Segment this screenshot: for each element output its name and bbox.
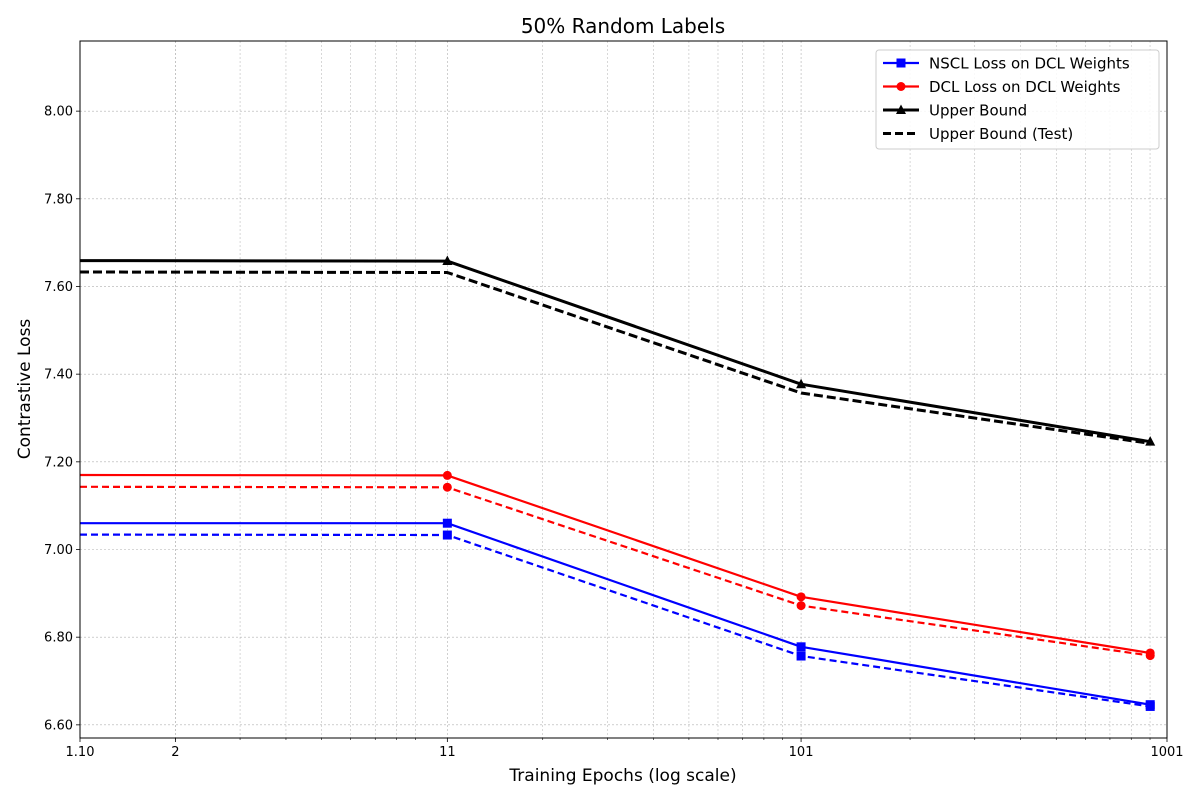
legend: NSCL Loss on DCL Weights DCL Loss on DCL …: [875, 49, 1160, 150]
x-tick-label: 1.10: [66, 745, 95, 760]
y-tick-label: 7.80: [44, 192, 73, 207]
legend-label: Upper Bound: [929, 102, 1027, 120]
series-5: [79, 270, 1151, 445]
x-axis-label: Training Epochs (log scale): [508, 766, 736, 786]
series-layer: [79, 255, 1156, 711]
data-point: [796, 651, 806, 661]
series-line: [79, 270, 1151, 445]
data-point: [1145, 651, 1155, 661]
series-1: [79, 530, 1155, 711]
series-3: [79, 482, 1155, 661]
axis-ticks: 1.10 2 11 101 1001 6.60 6.80 7.00 7.20 7.40 7.60 7.…: [44, 105, 1184, 760]
plot-frame: [79, 40, 1168, 739]
x-tick-label: 11: [439, 745, 456, 760]
data-point: [796, 601, 806, 611]
y-tick-label: 8.00: [44, 105, 73, 120]
series-2: [79, 470, 1155, 658]
data-point: [796, 378, 807, 389]
chart-title: 50% Random Labels: [521, 14, 725, 38]
data-point: [1145, 701, 1155, 711]
series-line: [79, 533, 1151, 708]
y-tick-label: 7.00: [44, 543, 73, 558]
data-point: [442, 255, 453, 266]
legend-label: DCL Loss on DCL Weights: [929, 78, 1121, 96]
x-tick-label: 2: [171, 745, 179, 760]
x-tick-label: 101: [789, 745, 814, 760]
y-tick-label: 6.60: [44, 718, 73, 733]
legend-label: Upper Bound (Test): [929, 125, 1073, 143]
y-tick-label: 7.20: [44, 455, 73, 470]
legend-box: [875, 49, 1160, 150]
series-0: [80, 518, 1155, 710]
data-point: [796, 592, 806, 602]
data-point: [442, 470, 452, 480]
series-line: [79, 485, 1151, 657]
data-point: [796, 642, 806, 652]
y-tick-label: 7.60: [44, 280, 73, 295]
series-line: [79, 473, 1151, 655]
data-point: [442, 530, 452, 540]
legend-marker: [896, 58, 906, 68]
legend-marker: [896, 82, 906, 91]
y-tick-label: 6.80: [44, 631, 73, 646]
y-tick-label: 7.40: [44, 368, 73, 383]
series-line: [79, 259, 1151, 444]
legend-marker: [896, 104, 906, 114]
series-line: [80, 522, 1151, 706]
y-axis-label: Contrastive Loss: [15, 319, 35, 460]
series-4: [79, 255, 1156, 446]
data-point: [442, 518, 452, 528]
x-tick-label: 1001: [1150, 745, 1183, 760]
legend-label: NSCL Loss on DCL Weights: [929, 55, 1130, 73]
data-point: [1145, 436, 1156, 446]
data-point: [442, 482, 452, 492]
